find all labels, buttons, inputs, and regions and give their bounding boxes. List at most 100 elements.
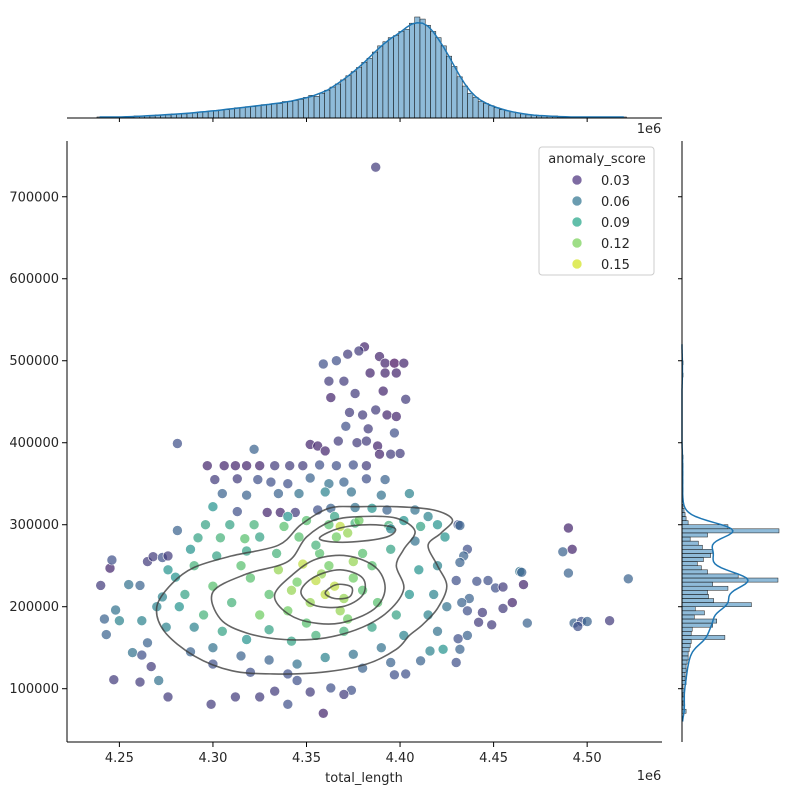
- scatter-point: [254, 609, 266, 621]
- scatter-point: [241, 634, 252, 645]
- top-histogram-bar: [472, 97, 479, 119]
- scatter-point: [265, 476, 277, 488]
- scatter-point: [282, 511, 294, 522]
- top-histogram-bar: [361, 62, 368, 119]
- scatter-point: [450, 575, 462, 586]
- right-histogram-bar: [681, 639, 692, 644]
- right-histogram-bar: [681, 577, 779, 583]
- scatter-point: [202, 460, 213, 472]
- scatter-point: [319, 486, 331, 498]
- scatter-point: [301, 617, 312, 629]
- scatter-point: [413, 564, 425, 576]
- scatter-point: [323, 560, 335, 572]
- right-histogram-bar: [681, 536, 691, 542]
- y-tick-label: 300000: [9, 518, 59, 533]
- axis-spines: [66, 141, 662, 743]
- kde-contour-lines: [155, 505, 454, 675]
- scatter-point: [473, 616, 484, 628]
- scatter-point: [310, 630, 322, 641]
- right-histogram-bar: [681, 549, 713, 554]
- right-histogram-bar: [681, 647, 690, 653]
- scatter-point: [379, 474, 391, 485]
- scatter-point: [114, 615, 125, 627]
- right-histogram-bar: [681, 610, 705, 616]
- legend-entry-label: 0.06: [601, 195, 630, 210]
- x-axis-label: total_length: [325, 771, 403, 786]
- top-histogram-bar: [229, 108, 235, 119]
- right-histogram-bar: [681, 520, 689, 525]
- scatter-point: [342, 348, 354, 360]
- right-histogram-bar: [681, 585, 729, 591]
- right-histogram-bar: [681, 631, 692, 636]
- scatter-point: [432, 625, 443, 637]
- scatter-point: [192, 532, 204, 544]
- scatter-point: [174, 601, 185, 613]
- scatter-point: [389, 669, 400, 681]
- top-histogram-bar: [435, 37, 442, 119]
- scatter-point: [409, 535, 421, 547]
- y-tick-label: 200000: [9, 600, 59, 615]
- scatter-point: [160, 621, 172, 633]
- top-histogram-bar: [260, 104, 267, 119]
- scatter-point: [325, 392, 337, 403]
- right-histogram-bar: [681, 573, 739, 579]
- top-histogram-bar: [430, 31, 437, 119]
- scatter-point: [497, 581, 509, 593]
- scatter-point: [162, 550, 174, 562]
- scatter-point: [101, 629, 112, 640]
- legend-entry-label: 0.09: [601, 216, 630, 231]
- scatter-point: [370, 404, 382, 416]
- scatter-point: [291, 576, 303, 588]
- scatter-point: [557, 546, 569, 558]
- right-histogram-bar: [681, 635, 726, 640]
- x-tick-label: 4.45: [479, 751, 508, 766]
- top-histogram-bar: [398, 31, 405, 119]
- scatter-point: [269, 685, 281, 697]
- scatter-point: [347, 459, 359, 471]
- scatter-point: [454, 643, 466, 655]
- scatter-point: [477, 607, 488, 618]
- right-histogram-bar: [681, 590, 708, 595]
- scatter-point: [338, 476, 350, 488]
- right-histogram-bar: [681, 581, 713, 587]
- scatter-point: [230, 460, 241, 472]
- scatter-point: [271, 548, 282, 559]
- scatter-point: [136, 649, 148, 661]
- scatter-point: [185, 543, 196, 555]
- scatter-point: [566, 543, 578, 555]
- scatter-point: [563, 567, 574, 579]
- scatter-point: [172, 438, 183, 449]
- scatter-point: [284, 460, 296, 472]
- x-tick-label: 4.50: [573, 751, 602, 766]
- scatter-point: [389, 357, 400, 369]
- scatter-point: [273, 488, 284, 499]
- scatter-point: [415, 521, 426, 532]
- scatter-point: [361, 473, 372, 485]
- scatter-point: [207, 642, 219, 654]
- scatter-point: [342, 527, 354, 539]
- x-axis-ticks: 4.25 4.30 4.35 4.40 4.45 4.50: [105, 742, 602, 766]
- scatter-point: [286, 584, 297, 596]
- scatter-point: [366, 502, 378, 514]
- top-histogram-bar: [297, 99, 304, 119]
- top-histogram-bar: [419, 18, 426, 119]
- scatter-point: [381, 504, 393, 516]
- right-histogram-bar: [681, 553, 711, 558]
- scatter-point: [385, 543, 397, 555]
- top-histogram-bar: [218, 109, 225, 119]
- scatter-point: [179, 589, 191, 600]
- scatter-point: [361, 460, 372, 472]
- right-histogram-bar: [681, 622, 713, 628]
- top-histogram-bar: [488, 105, 495, 119]
- scatter-point: [108, 674, 120, 686]
- top-histogram-bar: [313, 96, 320, 119]
- scatter-point: [521, 617, 533, 629]
- scatter-point: [572, 621, 584, 632]
- scatter-point: [370, 161, 382, 173]
- top-histogram-bar: [234, 107, 241, 119]
- right-histogram-bar: [681, 614, 695, 620]
- top-histogram-bar: [340, 79, 347, 119]
- scatter-point: [95, 580, 106, 591]
- legend-entries: 0.03 0.06 0.09 0.12 0.15: [571, 174, 630, 273]
- scatter-point: [404, 488, 415, 499]
